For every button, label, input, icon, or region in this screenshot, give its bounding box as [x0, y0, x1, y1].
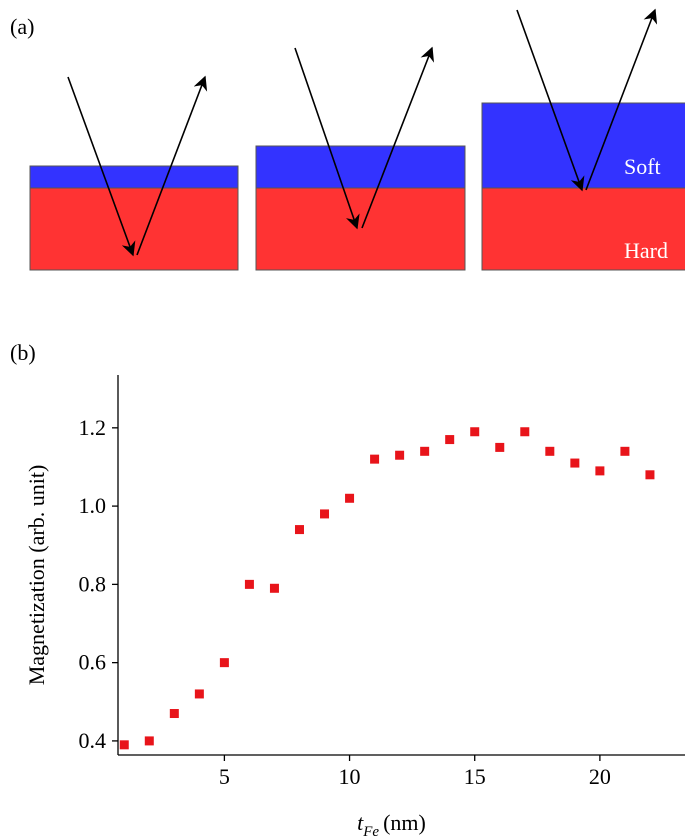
marker	[495, 442, 505, 452]
x-tick-label: 20	[589, 764, 611, 789]
marker	[620, 446, 630, 456]
marker	[144, 736, 154, 746]
y-tick-label: 0.6	[79, 650, 107, 675]
hard-layer	[255, 187, 466, 271]
marker	[470, 427, 480, 437]
soft-label: Soft	[624, 154, 661, 179]
panel-a: (a) Soft Hard	[10, 8, 685, 271]
x-tick-label: 15	[464, 764, 486, 789]
panel-b: (b) 0.4 0.6 0.8 1.0 1.2 5 10 15 20 Magnetization …	[10, 340, 685, 839]
hard-layer	[481, 187, 685, 271]
hard-layer	[29, 187, 239, 271]
marker	[194, 689, 204, 699]
soft-layer	[481, 102, 685, 189]
marker	[545, 446, 555, 456]
marker	[570, 458, 580, 468]
x-tick-label: 5	[219, 764, 230, 789]
panel-label: (b)	[10, 340, 36, 365]
x-label-symbol: t	[357, 810, 364, 835]
marker	[219, 658, 229, 668]
y-axis-label: Magnetization (arb. unit)	[24, 465, 49, 686]
y-tick-label: 0.8	[79, 571, 107, 596]
marker	[595, 466, 605, 476]
x-label-subscript: Fe	[362, 824, 379, 839]
x-tick-label: 10	[339, 764, 361, 789]
y-tick-label: 1.0	[79, 493, 107, 518]
marker	[269, 583, 279, 593]
marker	[445, 435, 455, 445]
soft-layer	[29, 165, 239, 189]
marker	[169, 709, 179, 719]
marker	[294, 525, 304, 535]
beams	[67, 8, 658, 257]
hard-label: Hard	[624, 238, 668, 263]
x-axis-label: tFe (nm)	[357, 810, 426, 839]
marker	[520, 427, 530, 437]
marker	[244, 579, 254, 589]
marker	[395, 450, 405, 460]
marker	[645, 470, 655, 480]
x-label-unit: (nm)	[383, 810, 426, 835]
marker	[345, 493, 355, 503]
marker	[420, 446, 430, 456]
marker	[370, 454, 380, 464]
marker	[320, 509, 330, 519]
soft-layer	[255, 145, 466, 189]
panel-label: (a)	[10, 14, 34, 39]
marker	[119, 740, 129, 750]
y-tick-label: 1.2	[79, 415, 107, 440]
y-tick-label: 0.4	[79, 728, 107, 753]
